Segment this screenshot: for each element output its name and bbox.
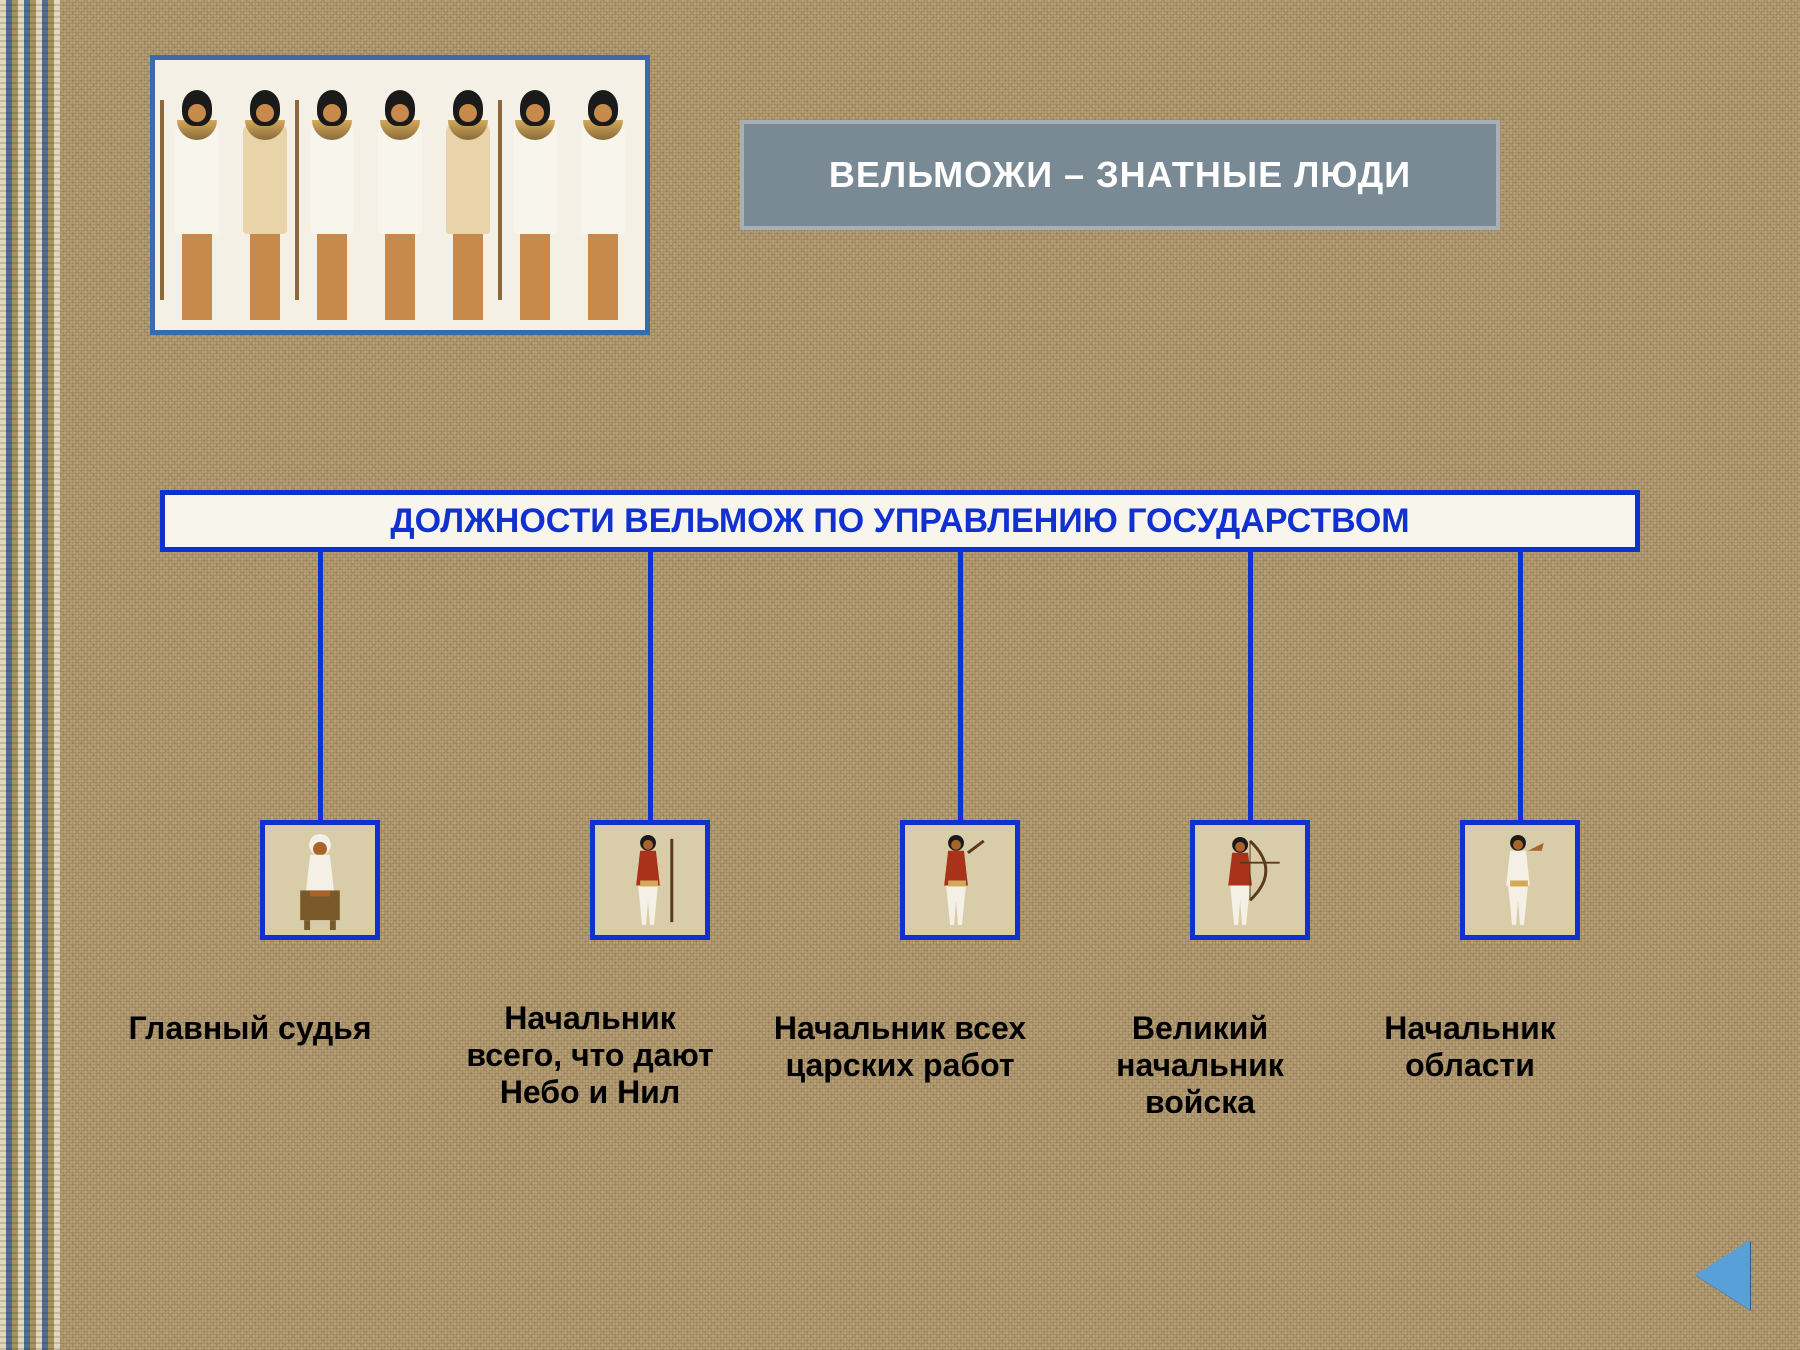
label-works: Начальник всех царских работ [770, 1010, 1030, 1084]
slide-title: ВЕЛЬМОЖИ – ЗНАТНЫЕ ЛЮДИ [740, 120, 1500, 230]
label-harvest: Начальник всего, что дают Небо и Нил [460, 1000, 720, 1111]
connector-judge [318, 552, 323, 820]
archer-icon [1206, 831, 1294, 930]
seated-figure-icon [276, 831, 364, 930]
label-region: Начальник области [1340, 1010, 1600, 1084]
standing-horn-icon [1476, 831, 1564, 930]
connector-region [1518, 552, 1523, 820]
left-decorative-border [0, 0, 60, 1350]
nav-back-button[interactable] [1695, 1240, 1750, 1310]
leaf-judge [260, 820, 380, 940]
diagram-root-title: ДОЛЖНОСТИ ВЕЛЬМОЖ ПО УПРАВЛЕНИЮ ГОСУДАРС… [160, 490, 1640, 552]
leaf-harvest [590, 820, 710, 940]
leaf-works [900, 820, 1020, 940]
leaf-army [1190, 820, 1310, 940]
standing-staff-icon [606, 831, 694, 930]
label-army: Великий начальник войска [1070, 1010, 1330, 1121]
nobles-illustration [150, 55, 650, 335]
connector-harvest [648, 552, 653, 820]
connector-works [958, 552, 963, 820]
standing-tool-icon [916, 831, 1004, 930]
connector-army [1248, 552, 1253, 820]
label-judge: Главный судья [120, 1010, 380, 1047]
leaf-region [1460, 820, 1580, 940]
